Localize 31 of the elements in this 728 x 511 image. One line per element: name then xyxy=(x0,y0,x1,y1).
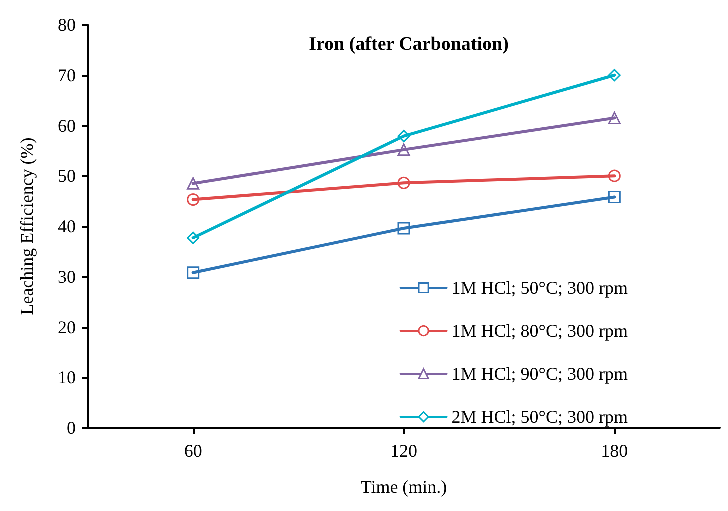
x-tick-label: 120 xyxy=(390,441,418,461)
y-tick-label: 70 xyxy=(58,65,76,86)
y-axis-title: Leaching Efficiency (%) xyxy=(17,138,37,316)
point xyxy=(608,69,621,82)
y-tick-label: 30 xyxy=(58,266,76,287)
y-tick-label: 20 xyxy=(58,317,76,338)
point xyxy=(608,170,621,182)
y-tick-label: 50 xyxy=(58,166,76,186)
y-tick-label: 10 xyxy=(58,368,76,388)
y-tick-label: 40 xyxy=(58,216,76,236)
point xyxy=(187,194,200,206)
x-axis-title: Time (min.) xyxy=(360,477,448,497)
x-tick-label: 180 xyxy=(601,441,628,461)
x-tick-label: 60 xyxy=(184,441,202,461)
point xyxy=(187,266,200,280)
point xyxy=(398,222,410,235)
y-tick-label: 0 xyxy=(67,418,76,438)
legend-label: 1M HCl; 50°C; 300 rpm xyxy=(452,278,628,298)
point xyxy=(187,232,200,244)
point xyxy=(187,177,200,190)
point xyxy=(398,130,410,143)
point xyxy=(398,176,410,190)
text: Iron (after Carbonation) xyxy=(309,34,509,55)
point xyxy=(398,144,410,156)
legend-label: 1M HCl; 90°C; 300 rpm xyxy=(452,364,628,384)
legend-label: 1M HCl; 80°C; 300 rpm xyxy=(452,321,628,341)
y-tick-label: 60 xyxy=(58,116,76,136)
point xyxy=(608,112,621,124)
point xyxy=(608,191,621,204)
y-tick-label: 80 xyxy=(58,15,76,35)
legend-label: 2M HCl; 50°C; 300 rpm xyxy=(452,407,628,427)
